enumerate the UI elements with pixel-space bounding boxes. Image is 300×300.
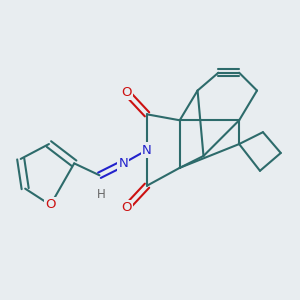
Text: N: N <box>118 157 128 170</box>
Text: H: H <box>97 188 105 201</box>
Text: N: N <box>142 143 152 157</box>
Text: O: O <box>121 85 131 98</box>
Text: O: O <box>121 202 131 214</box>
Text: O: O <box>45 199 56 212</box>
